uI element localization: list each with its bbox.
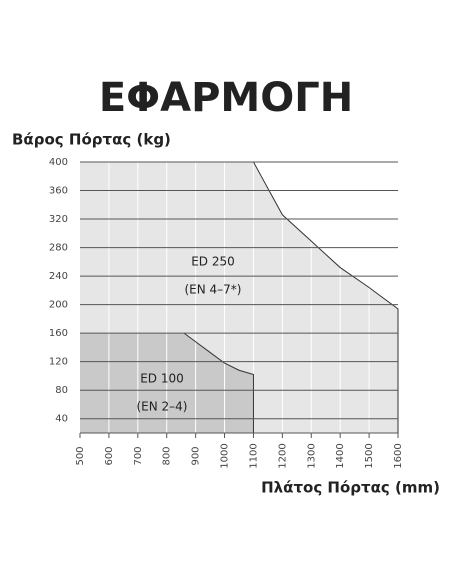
x-tick-label: 600	[104, 446, 115, 465]
y-tick-label: 400	[49, 157, 68, 168]
y-tick-label: 240	[49, 271, 68, 282]
y-tick-label: 120	[49, 357, 68, 368]
x-tick-label: 1400	[335, 443, 346, 468]
x-tick-label: 700	[133, 446, 144, 465]
chart-title: ΕΦΑΡΜΟΓΗ	[99, 75, 353, 121]
x-tick-label: 900	[191, 446, 202, 465]
x-tick-label: 1600	[393, 443, 404, 468]
y-axis-title: Βάρος Πόρτας (kg)	[12, 131, 171, 149]
area-outline	[183, 332, 254, 433]
series-annotation: (EN 4–7*)	[184, 283, 241, 297]
y-tick-label: 80	[55, 385, 68, 396]
x-tick-label: 1000	[220, 443, 231, 468]
y-tick-label: 320	[49, 214, 68, 225]
y-tick-label: 280	[49, 243, 68, 254]
x-tick-label: 1200	[277, 443, 288, 468]
x-tick-label: 1500	[364, 443, 375, 468]
y-tick-label: 200	[49, 300, 68, 311]
series-label: ED 100	[140, 372, 184, 386]
x-tick-label: 1100	[248, 443, 259, 468]
series-annotation: (EN 2–4)	[136, 400, 187, 414]
y-tick-label: 40	[55, 414, 68, 425]
area-outline	[253, 161, 399, 433]
y-tick-label: 160	[49, 328, 68, 339]
x-tick-label: 1300	[306, 443, 317, 468]
x-axis-title: Πλάτος Πόρτας (mm)	[261, 479, 440, 497]
x-tick-label: 500	[75, 446, 86, 465]
x-tick-label: 800	[162, 446, 173, 465]
y-tick-label: 360	[49, 186, 68, 197]
series-label: ED 250	[191, 255, 235, 269]
